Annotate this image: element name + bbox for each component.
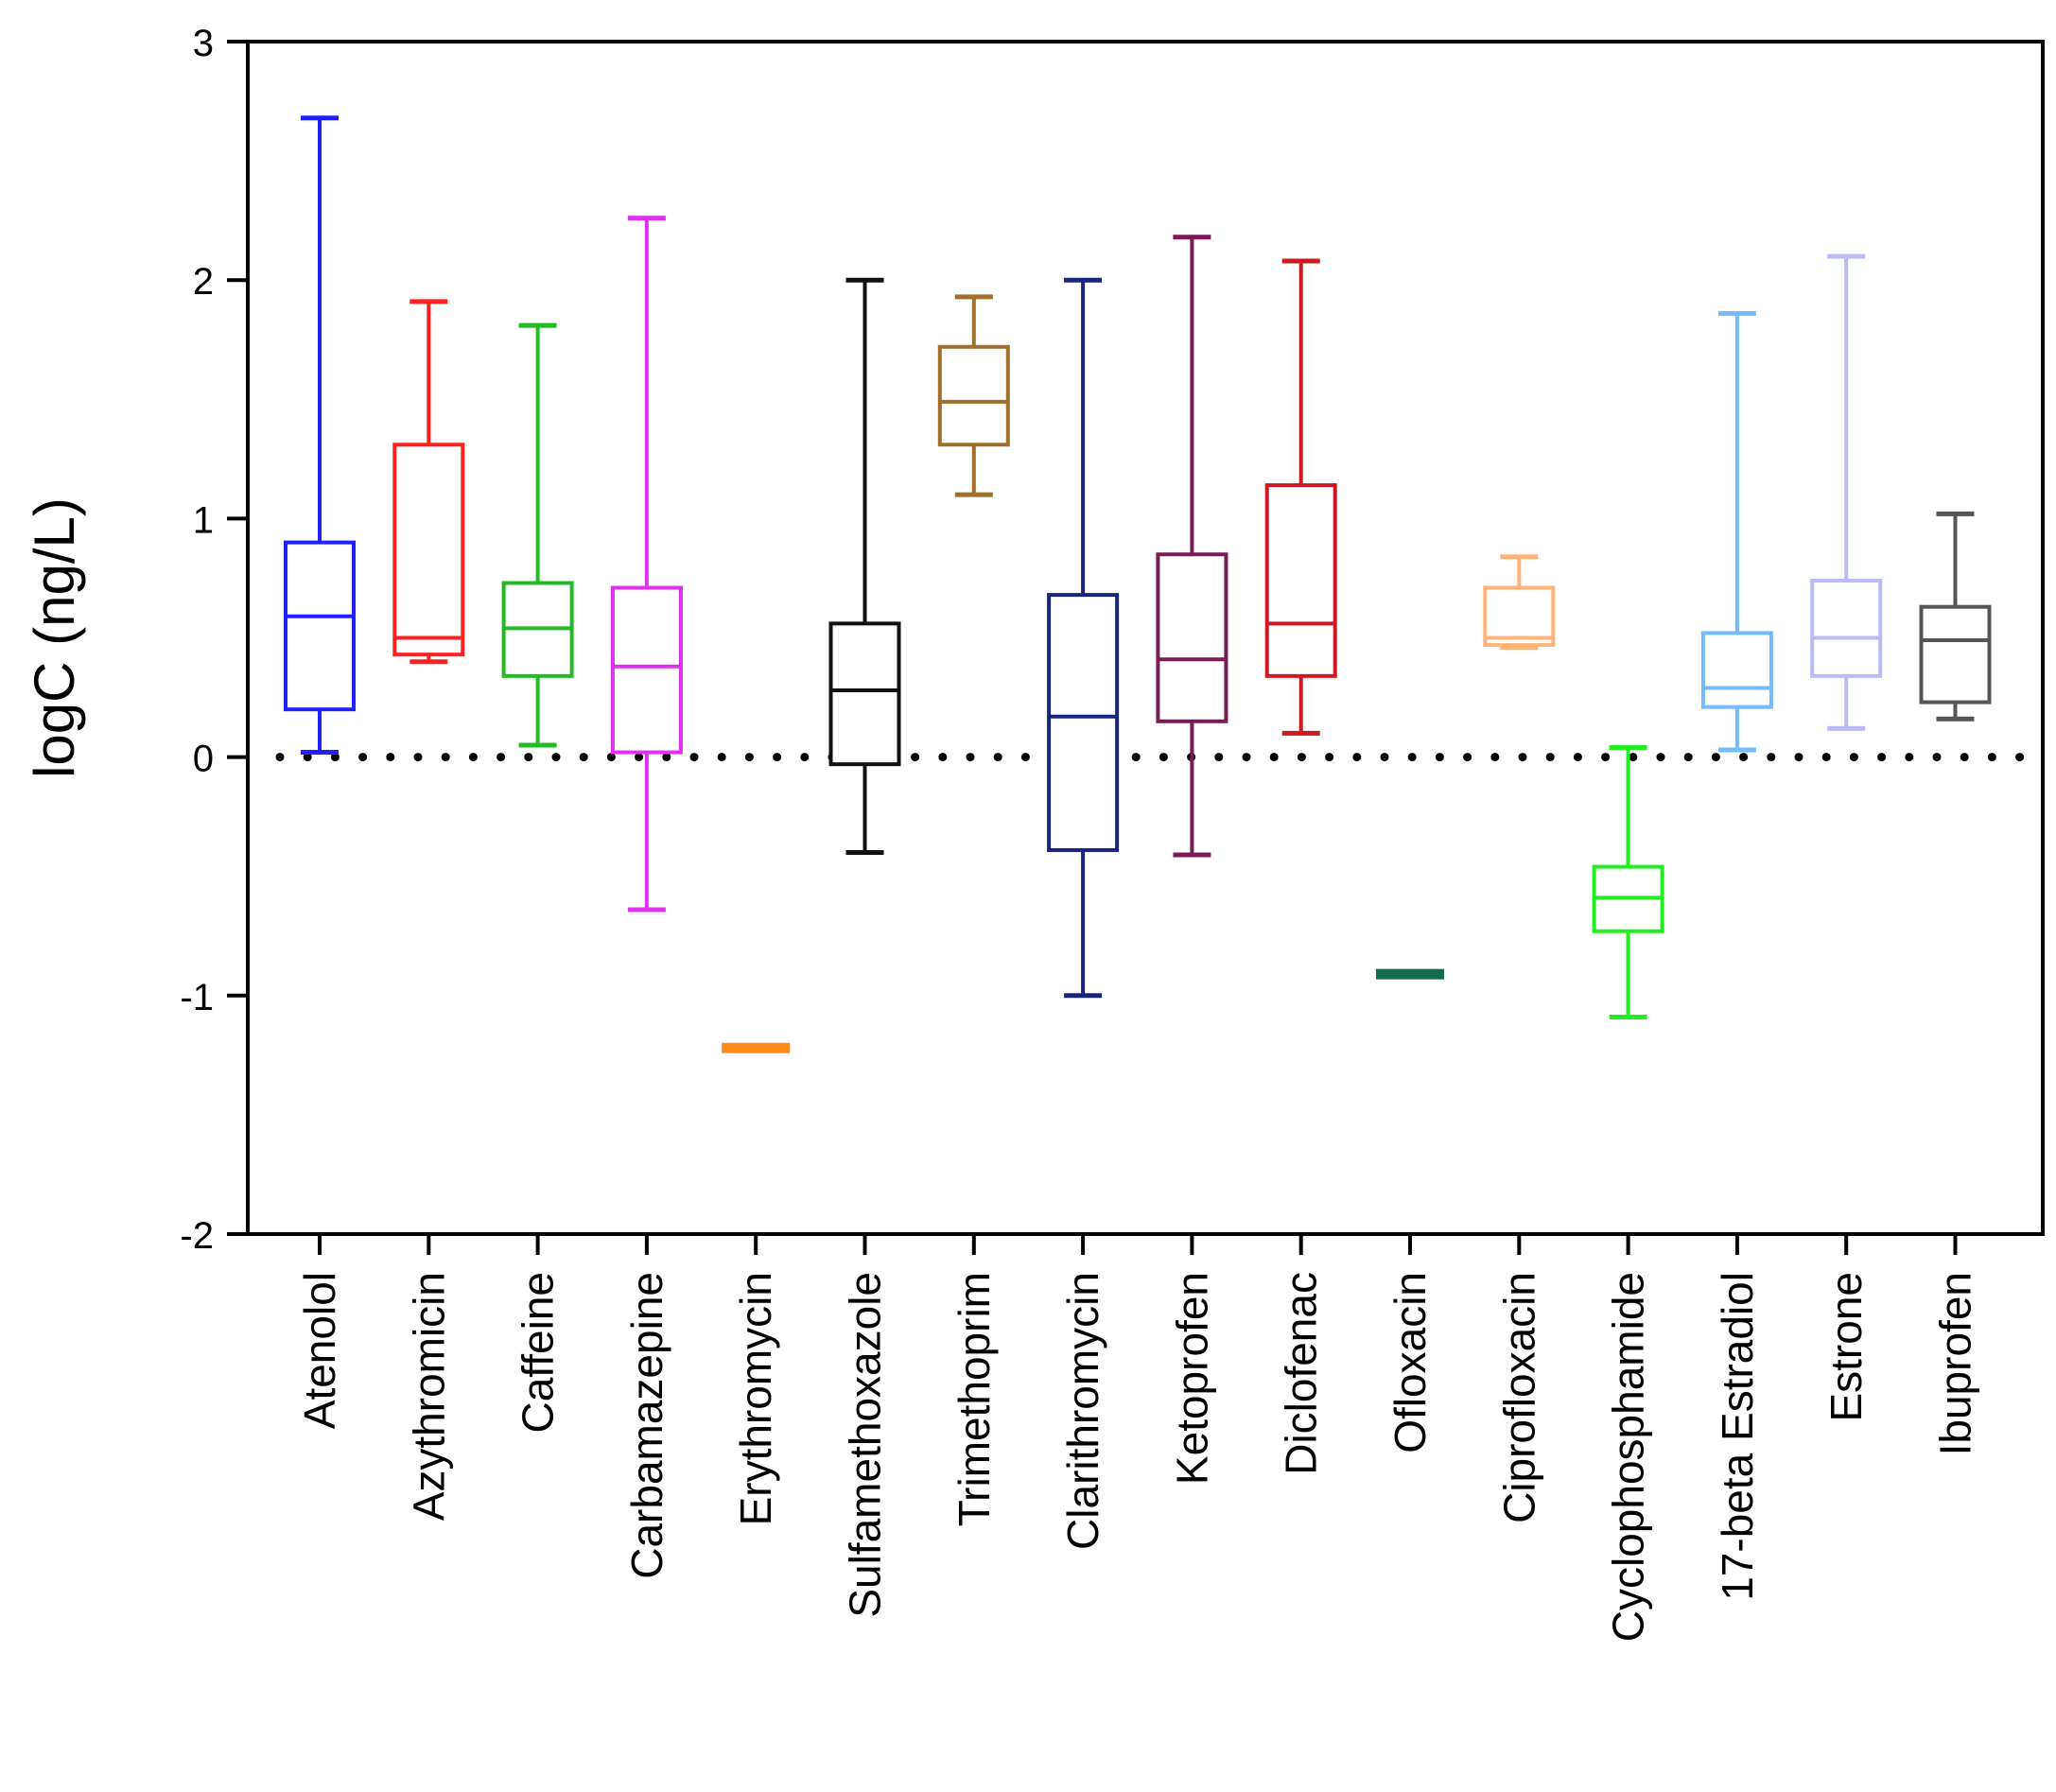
box-diclofenac: [1264, 258, 1337, 736]
x-tick-label: Carbamazepine: [622, 1272, 671, 1579]
iqr-box: [1156, 552, 1228, 723]
y-tick-label: 1: [193, 499, 214, 541]
box-ketoprofen: [1156, 235, 1228, 858]
iqr-box: [392, 443, 465, 657]
box-17-beta-estradiol: [1700, 311, 1773, 753]
x-tick-label: Erythromycin: [731, 1272, 780, 1525]
iqr-box: [610, 585, 683, 755]
plot-frame: [246, 40, 2045, 1236]
box-caffeine: [501, 322, 574, 748]
y-tick-label: -2: [180, 1215, 214, 1257]
iqr-box: [1047, 593, 1120, 852]
box-atenolol: [284, 115, 356, 756]
box-sulfamethoxazole: [828, 277, 901, 855]
iqr-box: [828, 621, 901, 767]
box-cyclophosphamide: [1592, 745, 1664, 1019]
x-tick-label: Trimethoprim: [950, 1272, 999, 1526]
box-ciprofloxacin: [1483, 554, 1556, 651]
box-trimethoprim: [937, 294, 1010, 497]
x-tick-label: Azythromicin: [404, 1272, 453, 1521]
y-tick-label: -1: [180, 977, 214, 1018]
x-tick-label: Atenolol: [295, 1272, 344, 1429]
iqr-box: [284, 540, 356, 712]
y-tick-label: 0: [193, 739, 214, 780]
x-tick-label: Ibuprofen: [1931, 1272, 1980, 1455]
iqr-box: [1810, 578, 1883, 678]
x-tick-label: Estrone: [1821, 1272, 1871, 1422]
iqr-box: [1264, 483, 1337, 678]
y-tick-label: 2: [193, 261, 214, 303]
x-tick-label: Ofloxacin: [1385, 1272, 1435, 1453]
box-carbamazepine: [610, 216, 683, 913]
x-tick-label: Cyclophosphamide: [1604, 1272, 1653, 1642]
y-axis-label: logC (ng/L): [23, 497, 86, 778]
box-azythromicin: [392, 299, 465, 665]
x-tick-label: Diclofenac: [1277, 1272, 1326, 1475]
iqr-box: [1483, 585, 1556, 648]
x-axis: Atenolol Azythromicin Caffeine Carbamazepin…: [295, 1234, 1980, 1642]
box-estrone: [1810, 253, 1883, 731]
iqr-box: [1700, 631, 1773, 709]
x-tick-label: Ketoprofen: [1167, 1272, 1216, 1485]
box-ibuprofen: [1919, 511, 1992, 722]
iqr-box: [937, 344, 1010, 447]
x-tick-label: 17-beta Estradiol: [1713, 1272, 1762, 1601]
plot-marks: [275, 115, 2027, 1053]
x-tick-label: Caffeine: [514, 1272, 563, 1434]
y-tick-label: 3: [193, 23, 214, 64]
y-axis: 3 2 1 0 -1 -2: [180, 23, 248, 1257]
x-tick-label: Clarithromycin: [1058, 1272, 1107, 1550]
x-tick-label: Sulfamethoxazole: [841, 1272, 890, 1618]
iqr-box: [1919, 604, 1992, 705]
box-clarithromycin: [1047, 277, 1120, 999]
x-tick-label: Ciprofloxacin: [1494, 1272, 1543, 1523]
